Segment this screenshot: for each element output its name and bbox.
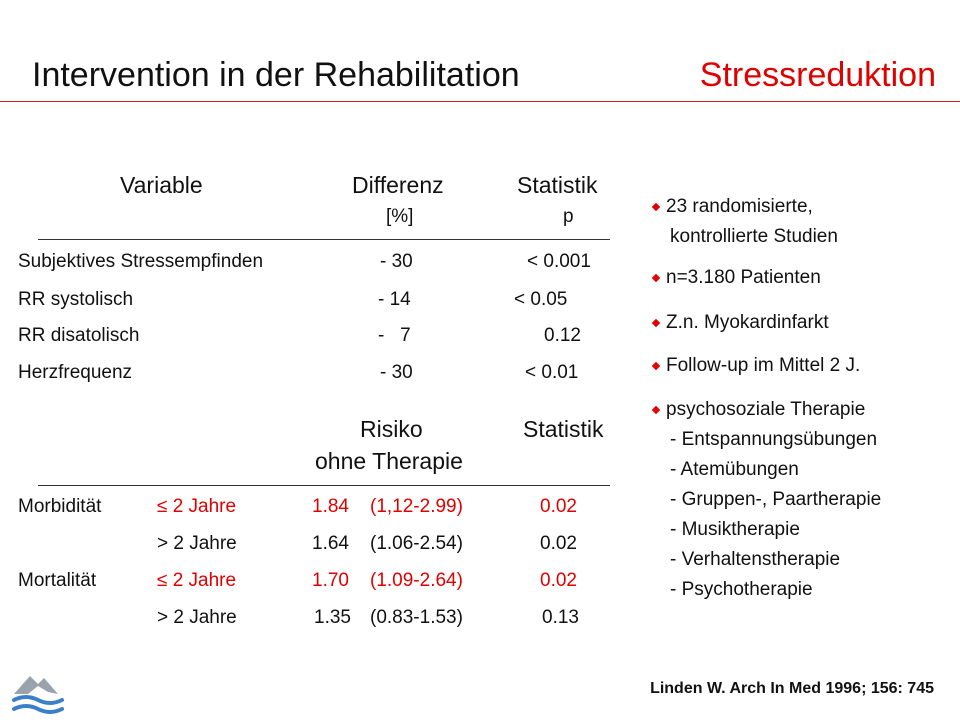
table1-row-diff: - 30 — [380, 362, 413, 383]
bullet-item-continuation: kontrollierte Studien — [670, 226, 838, 247]
header-risk: Risiko — [360, 416, 423, 442]
bullet-item: n=3.180 Patienten — [666, 267, 821, 288]
table1-header-rule — [38, 239, 610, 240]
bullet-diamond-icon — [651, 202, 661, 212]
header-statistic: Statistik — [517, 172, 598, 198]
table1-row-diff: - 14 — [378, 289, 411, 310]
page-subtitle: Stressreduktion — [699, 56, 936, 94]
table2-row-value: 1.35 — [314, 607, 351, 628]
table2-row-ci: (1.06-2.54) — [370, 533, 463, 554]
table1-row-diff: - 7 — [378, 325, 411, 346]
bullet-item: Z.n. Myokardinfarkt — [666, 312, 829, 333]
table1-row-variable: RR disatolisch — [18, 325, 140, 346]
header-variable: Variable — [120, 172, 203, 198]
table2-row-p: 0.02 — [540, 570, 577, 591]
header-statistic-2: Statistik — [523, 416, 604, 442]
table2-row-value: 1.70 — [312, 570, 349, 591]
table1-row-variable: Herzfrequenz — [18, 362, 133, 383]
bullet-item: Follow-up im Mittel 2 J. — [666, 355, 861, 376]
table2-row-p: 0.13 — [542, 607, 579, 628]
header-risk-sub: ohne Therapie — [315, 448, 463, 474]
page-title: Intervention in der Rehabilitation — [32, 56, 520, 94]
therapy-subitem: - Psychotherapie — [670, 579, 813, 600]
table2-row-period: ≤ 2 Jahre — [157, 496, 237, 517]
table2-row-value: 1.84 — [312, 496, 349, 517]
table2-row-value: 1.64 — [312, 533, 349, 554]
table2-header-rule — [38, 485, 610, 486]
title-divider — [0, 101, 960, 102]
therapy-subitem: - Atemübungen — [670, 459, 799, 480]
bullet-diamond-icon — [651, 318, 661, 328]
table2-row-ci: (1,12-2.99) — [370, 496, 463, 517]
table1-row-variable: RR systolisch — [18, 289, 134, 310]
therapy-subitem: - Verhaltenstherapie — [670, 549, 841, 570]
table1-row-variable: Subjektives Stressempfinden — [18, 251, 264, 272]
table1-row-diff: - 30 — [380, 251, 413, 272]
table2-row-p: 0.02 — [540, 496, 577, 517]
therapy-subitem: - Gruppen-, Paartherapie — [670, 489, 882, 510]
citation: Linden W. Arch In Med 1996; 156: 745 — [650, 680, 934, 697]
table2-row-period: > 2 Jahre — [157, 533, 237, 554]
bullet-diamond-icon — [651, 405, 661, 415]
bullet-item: 23 randomisierte, — [666, 196, 813, 217]
table2-row-group: Morbidität — [18, 496, 102, 517]
table2-row-p: 0.02 — [540, 533, 577, 554]
bullet-diamond-icon — [651, 361, 661, 371]
table2-row-period: > 2 Jahre — [157, 607, 237, 628]
table2-row-ci: (0.83-1.53) — [370, 607, 463, 628]
header-difference-unit: [%] — [386, 206, 414, 227]
table2-row-ci: (1.09-2.64) — [370, 570, 463, 591]
bullet-diamond-icon — [651, 273, 661, 283]
header-statistic-unit: p — [563, 206, 574, 227]
table2-row-period: ≤ 2 Jahre — [157, 570, 237, 591]
therapy-subitem: - Entspannungsübungen — [670, 429, 878, 450]
header-difference: Differenz — [352, 172, 444, 198]
bullet-item: psychosoziale Therapie — [666, 399, 866, 420]
therapy-subitem: - Musiktherapie — [670, 519, 800, 540]
table1-row-p: 0.12 — [544, 325, 581, 346]
wave-logo-icon — [10, 668, 66, 723]
table2-row-group: Mortalität — [18, 570, 97, 591]
table1-row-p: < 0.05 — [514, 289, 568, 310]
table1-row-p: < 0.001 — [527, 251, 591, 272]
table1-row-p: < 0.01 — [525, 362, 579, 383]
